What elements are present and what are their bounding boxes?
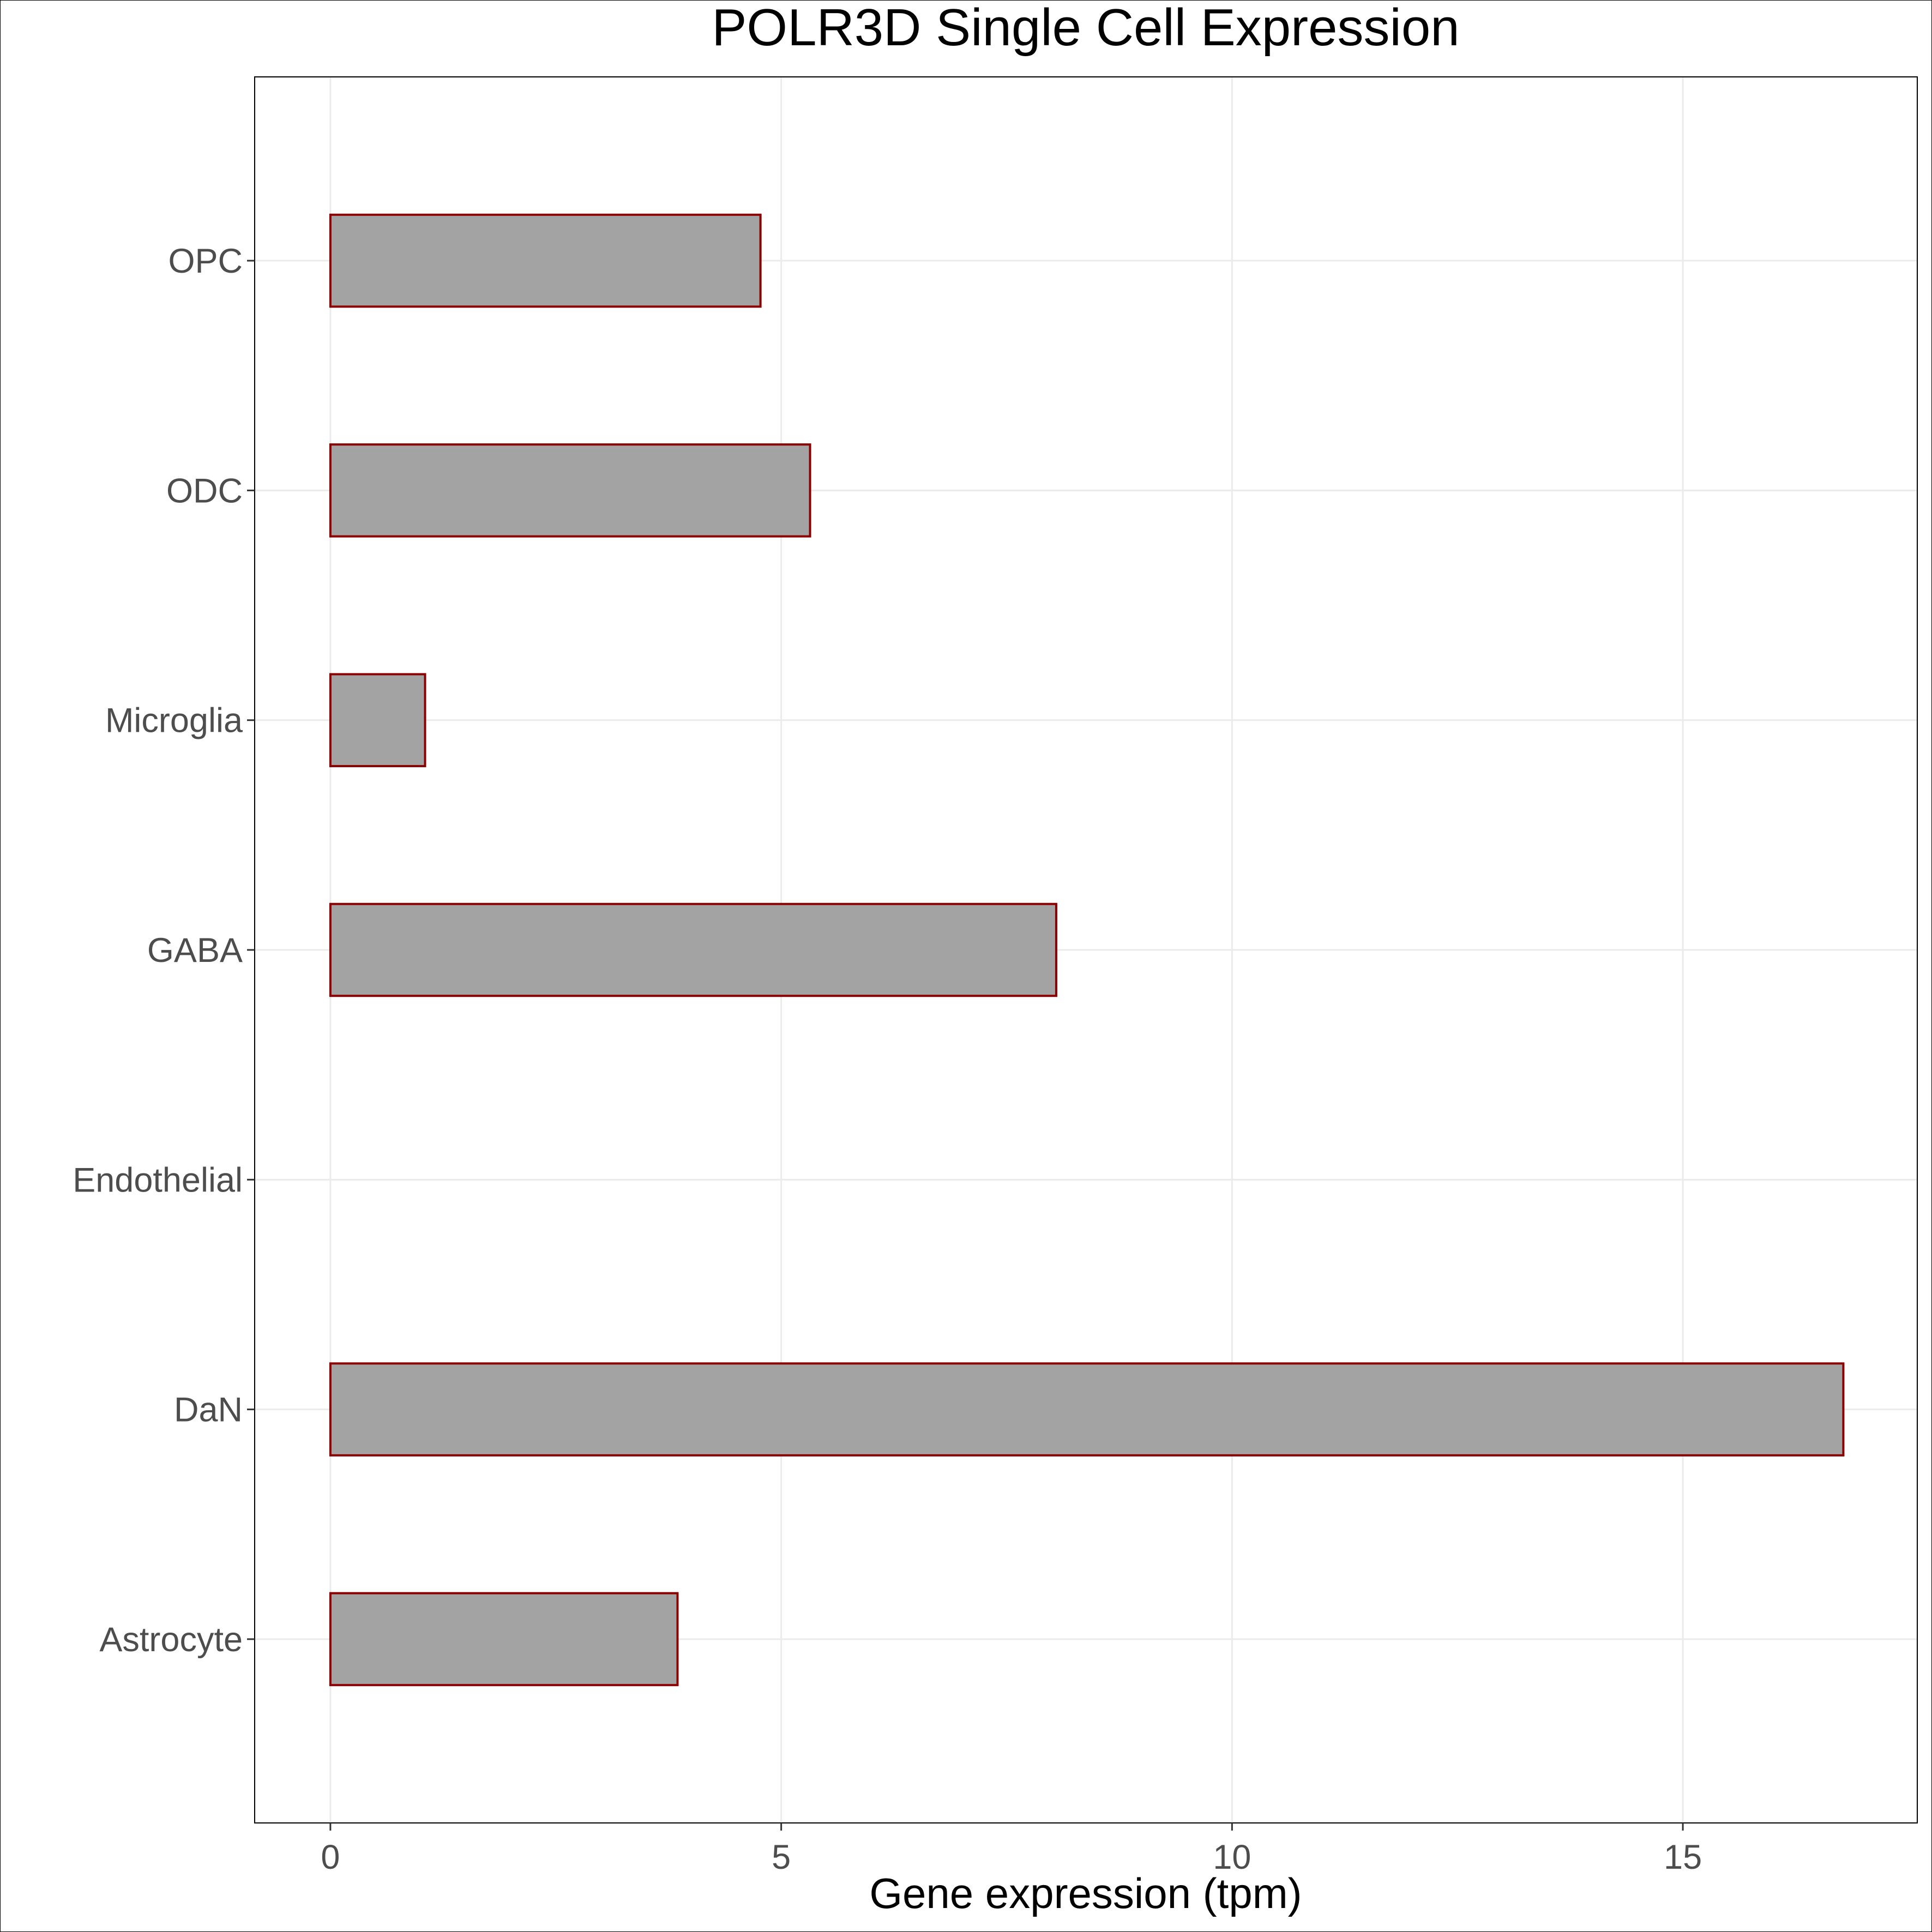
y-tick-label: OPC	[168, 242, 243, 280]
y-tick-label: GABA	[147, 931, 243, 970]
bar-odc	[329, 443, 811, 538]
x-tick-label: 10	[1213, 1838, 1251, 1876]
bar-microglia	[329, 673, 426, 767]
y-tick-label: Microglia	[105, 702, 243, 740]
x-tick-label: 5	[772, 1838, 791, 1876]
y-tick-label: Endothelial	[73, 1161, 243, 1199]
bar-gaba	[329, 902, 1057, 997]
x-axis-title: Gene expression (tpm)	[869, 1869, 1302, 1917]
bar-opc	[329, 213, 762, 308]
x-tick-layer: 0 5 10 15	[321, 1823, 1702, 1876]
y-tick-layer: Astrocyte DaN Endothelial GABA Microglia ODC O…	[73, 242, 255, 1659]
bar-astrocyte	[329, 1592, 679, 1687]
x-tick-label: 0	[321, 1838, 340, 1876]
chart-title: POLR3D Single Cell Expression	[712, 1, 1459, 57]
y-tick-label: DaN	[174, 1391, 243, 1429]
y-tick-label: Astrocyte	[99, 1621, 243, 1659]
bar-layer	[329, 213, 1845, 1687]
y-tick-label: ODC	[166, 472, 243, 510]
bar-dan	[329, 1362, 1845, 1456]
x-tick-label: 15	[1664, 1838, 1702, 1876]
